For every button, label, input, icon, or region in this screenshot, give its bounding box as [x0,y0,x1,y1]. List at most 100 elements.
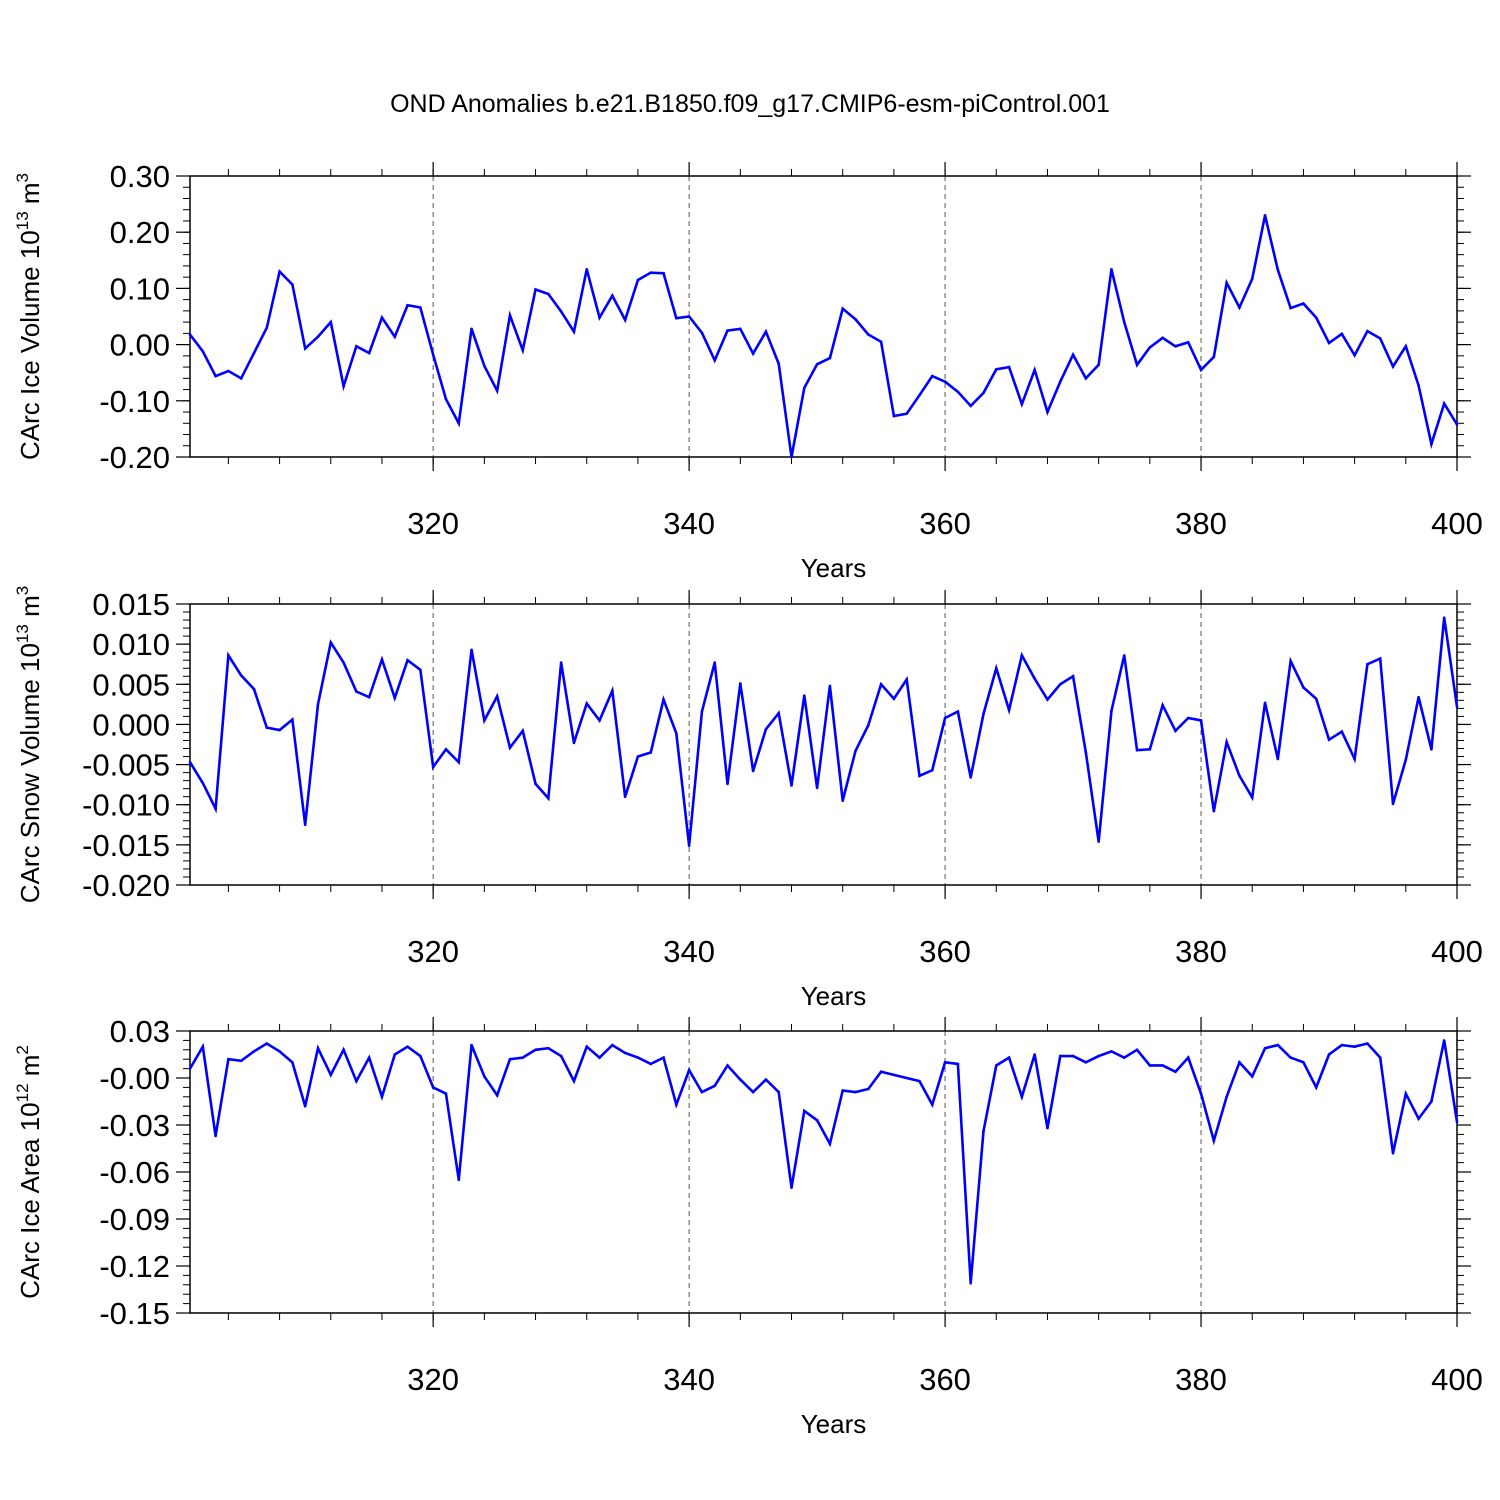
y-tick-label: -0.010 [82,788,170,823]
data-point [1135,1048,1139,1052]
data-point [559,310,563,313]
data-point [1302,302,1305,305]
data-point [687,844,691,847]
data-point [342,661,345,664]
data-point [495,389,499,392]
data-point [547,292,550,296]
data-point [1122,654,1126,657]
data-point [1225,281,1228,285]
data-point [1391,365,1395,368]
data-point [1238,306,1241,309]
data-point [1353,1045,1356,1048]
x-tick-label: 380 [1175,506,1227,541]
x-tick-label: 360 [919,934,971,969]
data-point [1007,1056,1011,1059]
data-point [1442,616,1446,619]
data-point [649,751,653,754]
data-point [700,710,704,713]
data-point [342,384,345,388]
data-point [1289,306,1292,310]
data-point [1199,368,1203,372]
data-point [188,333,192,336]
data-point [969,404,972,408]
data-point [419,668,422,672]
data-point [1404,758,1408,762]
data-point [419,1054,422,1058]
data-point [1148,748,1152,751]
data-point [1225,740,1228,744]
data-point [815,786,819,790]
data-point [419,306,422,309]
x-tick-label: 320 [407,506,459,541]
data-point [866,1087,870,1091]
data-point [483,1075,486,1078]
data-point [1327,738,1331,741]
data-point [623,795,627,798]
data-point [803,1109,806,1113]
data-point [380,316,384,319]
data-point [380,1095,384,1099]
data-point [1276,757,1280,761]
data-point [252,687,256,691]
data-point [470,327,473,331]
data-point [1110,1050,1113,1053]
data-point [905,1076,908,1080]
figure-title: OND Anomalies b.e21.B1850.f09_g17.CMIP6-… [390,90,1110,118]
data-point [636,1056,640,1059]
data-point [1302,686,1305,689]
data-point [777,1090,781,1094]
data-point [291,283,294,286]
y-tick-label: -0.020 [82,868,170,903]
data-point [1340,1043,1344,1047]
y-tick-label: -0.03 [99,1108,170,1143]
data-point [201,781,205,785]
data-point [751,352,755,355]
data-point [1366,329,1369,333]
data-point [278,1050,281,1053]
data-point [1455,1120,1459,1124]
data-point [841,307,844,310]
data-point [483,364,486,368]
x-tick-label: 340 [663,506,715,541]
data-point [521,1056,525,1059]
data-point [1071,1054,1075,1058]
data-point [1430,1100,1433,1103]
data-point [905,678,908,681]
data-point [278,270,281,273]
data-point [1174,344,1177,348]
data-point [1007,708,1011,712]
data-point [329,641,333,644]
data-point [611,689,614,693]
data-point [201,350,205,353]
data-point [777,362,781,366]
data-point [227,1057,230,1061]
data-point [1327,1053,1331,1056]
data-point [611,294,614,298]
data-point [611,1043,614,1047]
data-point [905,412,908,416]
data-point [918,1079,921,1083]
data-point [572,330,576,333]
y-tick-label: 0.010 [92,627,170,662]
data-point [303,347,307,350]
data-point [585,1045,589,1048]
data-point [790,455,793,459]
data-point [1033,677,1036,680]
data-point [841,1089,844,1092]
data-point [1161,703,1164,707]
data-point [1020,654,1024,657]
data-point [291,1061,294,1064]
data-point [1276,1043,1280,1047]
data-point [994,368,998,371]
x-tick-label: 380 [1175,934,1227,969]
data-point [329,320,333,324]
data-point [803,694,806,697]
data-point [930,374,934,378]
data-point [956,390,960,394]
data-point [444,397,448,401]
data-point [470,648,473,652]
data-point [1378,1056,1382,1059]
data-point [790,1186,793,1189]
data-point [636,755,640,758]
data-point [227,654,230,657]
